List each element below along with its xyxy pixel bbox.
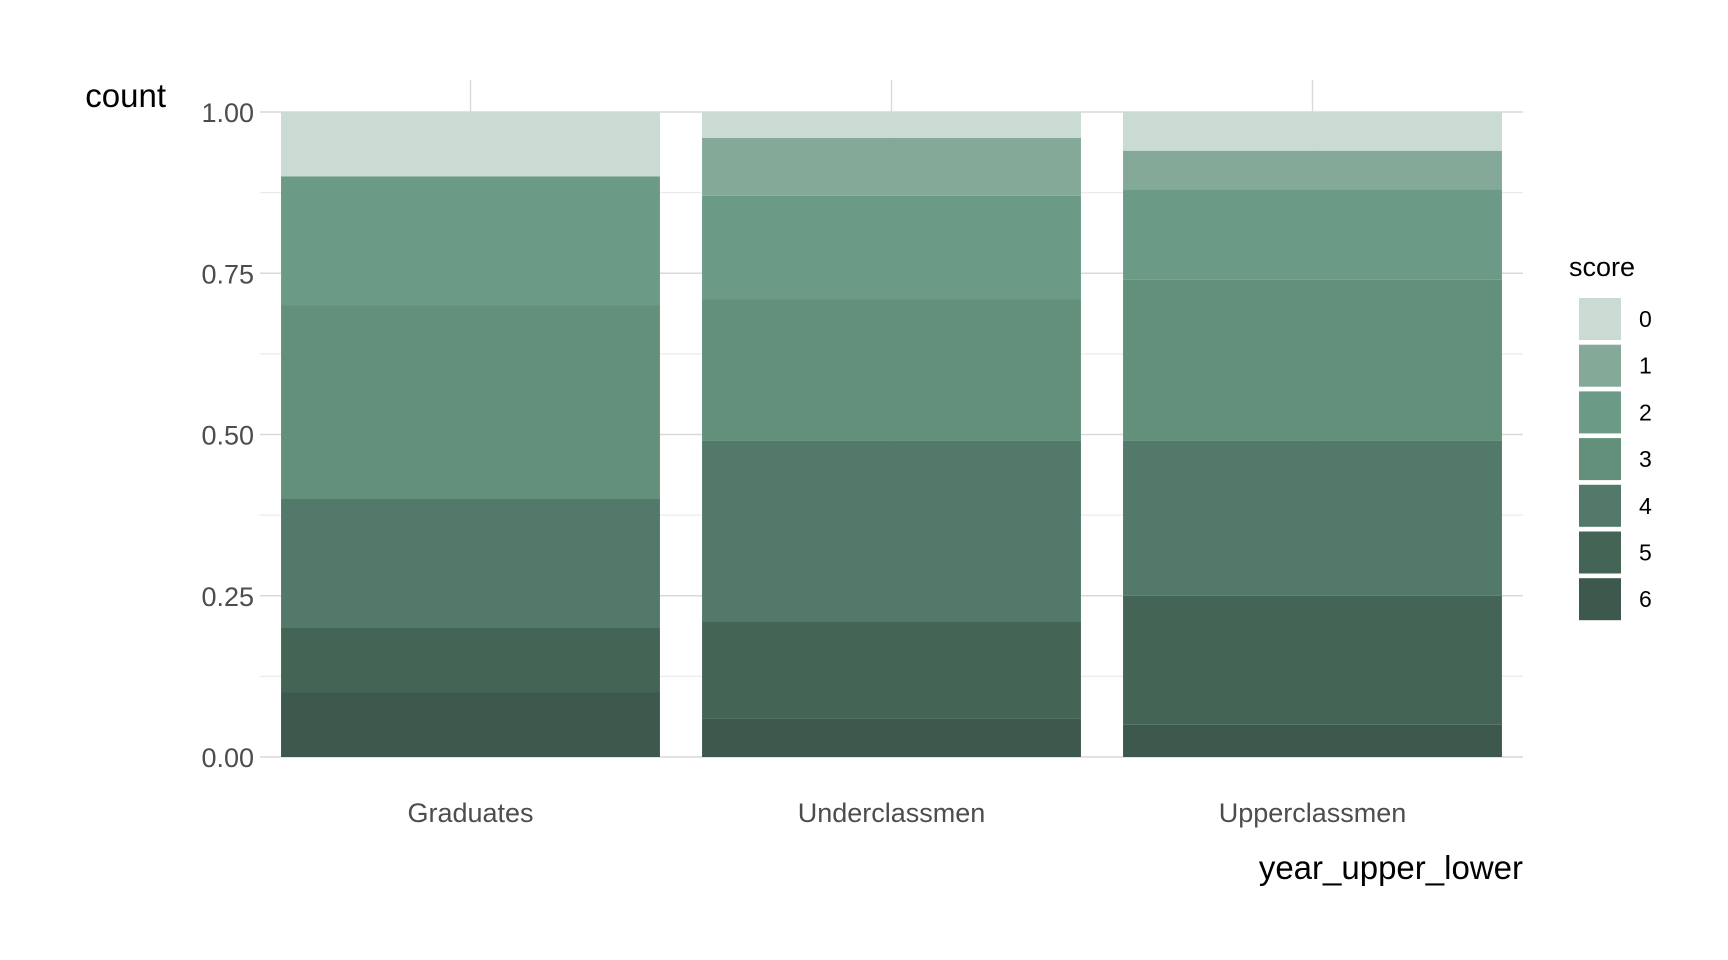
x-axis-title: year_upper_lower bbox=[1259, 849, 1523, 886]
y-tick-label: 0.75 bbox=[201, 259, 254, 289]
bar-segment-upperclassmen-score-1 bbox=[1123, 150, 1502, 190]
legend-label-3: 3 bbox=[1639, 446, 1652, 472]
bar-segment-graduates-score-3 bbox=[281, 305, 660, 499]
legend-key-3 bbox=[1579, 438, 1621, 481]
bar-segment-graduates-score-4 bbox=[281, 499, 660, 628]
legend-key-2 bbox=[1579, 391, 1621, 434]
x-tick-labels: Graduates Underclassmen Upperclassmen bbox=[407, 798, 1406, 828]
x-tick-label: Underclassmen bbox=[798, 798, 986, 828]
y-tick-label: 0.25 bbox=[201, 582, 254, 612]
legend-key-6 bbox=[1579, 578, 1621, 621]
legend-label-4: 4 bbox=[1639, 493, 1652, 519]
x-tick-label: Graduates bbox=[407, 798, 533, 828]
bars bbox=[281, 112, 1502, 757]
bar-segment-underclassmen-score-6 bbox=[702, 718, 1081, 757]
bar-segment-underclassmen-score-1 bbox=[702, 137, 1081, 196]
bar-segment-upperclassmen-score-4 bbox=[1123, 440, 1502, 596]
bar-segment-underclassmen-score-4 bbox=[702, 440, 1081, 622]
legend-key-1 bbox=[1579, 344, 1621, 387]
bar-segment-graduates-score-2 bbox=[281, 176, 660, 306]
bar-segment-graduates-score-5 bbox=[281, 628, 660, 693]
bar-segment-graduates-score-6 bbox=[281, 692, 660, 757]
bar-segment-underclassmen-score-3 bbox=[702, 299, 1081, 441]
legend-label-1: 1 bbox=[1639, 353, 1652, 379]
legend-key-4 bbox=[1579, 484, 1621, 527]
legend-key-5 bbox=[1579, 531, 1621, 574]
bar-segment-upperclassmen-score-6 bbox=[1123, 724, 1502, 757]
y-tick-labels: 0.00 0.25 0.50 0.75 1.00 bbox=[201, 98, 254, 773]
y-axis-title: count bbox=[85, 77, 166, 114]
legend-title: score bbox=[1569, 252, 1635, 282]
bar-segment-graduates-score-0 bbox=[281, 112, 660, 177]
legend-label-2: 2 bbox=[1639, 399, 1652, 425]
legend-label-6: 6 bbox=[1639, 586, 1652, 612]
bar-segment-underclassmen-score-5 bbox=[702, 621, 1081, 719]
bar-segment-upperclassmen-score-5 bbox=[1123, 595, 1502, 725]
bar-segment-upperclassmen-score-0 bbox=[1123, 112, 1502, 151]
bar-segment-underclassmen-score-2 bbox=[702, 195, 1081, 300]
y-tick-label: 1.00 bbox=[201, 98, 254, 128]
bar-segment-upperclassmen-score-3 bbox=[1123, 279, 1502, 441]
x-tick-label: Upperclassmen bbox=[1219, 798, 1407, 828]
legend-label-0: 0 bbox=[1639, 306, 1652, 332]
bar-segment-underclassmen-score-0 bbox=[702, 112, 1081, 138]
legend-items: 0 1 2 3 4 5 6 bbox=[1579, 298, 1652, 621]
y-tick-label: 0.00 bbox=[201, 743, 254, 773]
y-tick-label: 0.50 bbox=[201, 421, 254, 451]
legend: score 0 1 2 3 4 5 6 bbox=[1569, 252, 1652, 621]
bar-segment-upperclassmen-score-2 bbox=[1123, 189, 1502, 280]
legend-key-0 bbox=[1579, 298, 1621, 340]
legend-label-5: 5 bbox=[1639, 540, 1652, 566]
